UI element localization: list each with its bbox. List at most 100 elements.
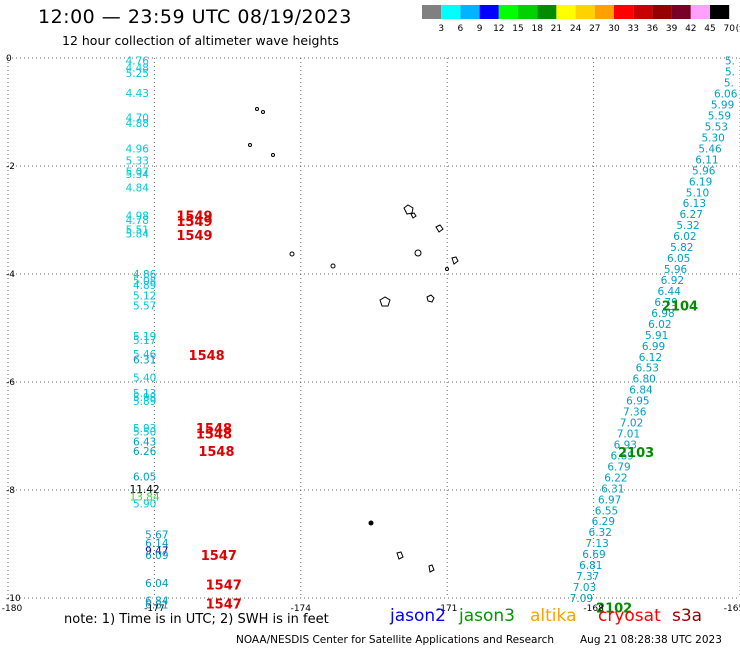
swh-value: 5.50 — [133, 427, 156, 439]
swh-value: 7.36 — [623, 407, 647, 419]
legend-swatch — [671, 5, 691, 19]
island — [414, 249, 422, 257]
satellite-altika: altika — [530, 606, 577, 626]
credit-text: NOAA/NESDIS Center for Satellite Applica… — [236, 634, 554, 646]
swh-value: 5. — [725, 67, 735, 79]
satellite-jason3: jason3 — [459, 606, 515, 626]
island — [255, 107, 259, 111]
legend-swatch — [537, 5, 557, 19]
legend-label: 12 — [493, 24, 504, 34]
swh-value: 5.25 — [126, 68, 149, 80]
legend-swatch — [479, 5, 499, 19]
island — [396, 551, 404, 560]
swh-value: 5.96 — [692, 165, 716, 177]
x-tick-label: -165 — [724, 604, 740, 614]
swh-value: 4.98 — [126, 211, 149, 223]
swh-value: 7.03 — [573, 582, 596, 594]
pass-time-label: 1547 — [206, 579, 242, 594]
pass-time-label: 2102 — [596, 602, 632, 617]
satellite-jason2: jason2 — [390, 606, 446, 626]
swh-value: 6.29 — [592, 516, 615, 528]
swh-value: 7.09 — [570, 593, 593, 605]
swh-value: 4.88 — [126, 118, 149, 130]
pass-time-label: 1549 — [176, 215, 212, 230]
legend-swatch — [441, 5, 461, 19]
swh-value: 5.89 — [133, 396, 156, 408]
swh-value: 6.22 — [604, 472, 627, 484]
legend-swatch — [614, 5, 634, 19]
island — [426, 294, 435, 303]
legend-swatch — [518, 5, 538, 19]
legend-label: 42 — [685, 24, 696, 34]
swh-value: 6.80 — [632, 374, 655, 386]
legend-label: 9 — [477, 24, 483, 34]
swh-value: 6.99 — [642, 341, 665, 353]
swh-value: 6.97 — [598, 494, 621, 506]
swh-value: 4.78 — [126, 215, 149, 227]
swh-value: 6.44 — [658, 286, 682, 298]
swh-value: 6.84 — [629, 385, 653, 397]
swh-value: 5. — [725, 56, 735, 68]
swh-value: 4.89 — [133, 280, 156, 292]
swh-value: 6.55 — [595, 505, 618, 517]
legend-swatch — [556, 5, 576, 19]
swh-value: 5.33 — [126, 156, 149, 168]
swh-value: 6.98 — [651, 308, 674, 320]
swh-value: 9.47 — [145, 545, 168, 557]
swh-value: 6.14 — [145, 538, 169, 550]
island — [445, 267, 449, 271]
y-tick-label: -10 — [6, 594, 21, 604]
legend-label: 3 — [438, 24, 444, 34]
pass-time-label: 1548 — [189, 349, 225, 364]
x-tick-label: -171 — [437, 604, 457, 614]
swh-value: 5.40 — [133, 373, 156, 385]
legend-label: 30 — [608, 24, 620, 34]
swh-value: 6.05 — [667, 253, 690, 265]
swh-value: 6.79 — [607, 461, 630, 473]
pass-time-label: 2104 — [662, 299, 698, 314]
swh-value: 4.70 — [126, 112, 149, 124]
island — [379, 296, 391, 307]
legend-label: 36 — [647, 24, 659, 34]
swh-value: 5.67 — [145, 529, 168, 541]
legend-label: 27 — [589, 24, 600, 34]
swh-value: 5.59 — [708, 111, 731, 123]
legend-swatch — [710, 5, 730, 19]
island — [368, 520, 374, 526]
legend-label: 45 — [704, 24, 715, 34]
swh-value: 6.92 — [661, 275, 684, 287]
swh-value: 6.81 — [145, 599, 168, 611]
swh-value: 4.86 — [133, 269, 157, 281]
swh-value: 13.84 — [130, 491, 160, 503]
pass-time-label: 1549 — [176, 210, 212, 225]
legend-label: 21 — [551, 24, 562, 34]
page-title: 12:00 — 23:59 UTC 08/19/2023 — [38, 6, 352, 28]
x-tick-label: -174 — [291, 604, 312, 614]
swh-value: 5.84 — [126, 229, 150, 241]
legend-label: 33 — [627, 24, 638, 34]
wave-height-points: 4.764.485.25 4.43 4.704.88 4.965.335.075.34… — [126, 56, 738, 617]
footer-note: note: 1) Time is in UTC; 2) SWH is in fe… — [64, 612, 329, 627]
swh-value: 5.98 — [133, 392, 156, 404]
satellite-cryosat: cryosat — [598, 606, 661, 626]
swh-value: 5.12 — [133, 291, 156, 303]
grid-lines — [7, 57, 740, 599]
island — [435, 224, 444, 233]
swh-value: 6.26 — [133, 446, 157, 458]
swh-value: 6.84 — [145, 596, 169, 608]
swh-value: 6.27 — [680, 209, 703, 221]
swh-value: 4.76 — [126, 56, 150, 68]
swh-value: 5.46 — [133, 349, 157, 361]
axis-ticks: -180 -177 -174 -171 -168 -165 0 -2 -4 -6 -8 -10 — [2, 54, 740, 614]
island — [403, 204, 414, 215]
swh-value: 6.11 — [695, 154, 718, 166]
swh-value: 6.19 — [689, 176, 712, 188]
swh-value: 6.43 — [133, 436, 156, 448]
swh-value: 7.37 — [576, 571, 599, 583]
swh-value: 4.43 — [126, 88, 149, 100]
swh-value: 5.46 — [698, 143, 722, 155]
swh-value: 5.90 — [133, 499, 156, 511]
